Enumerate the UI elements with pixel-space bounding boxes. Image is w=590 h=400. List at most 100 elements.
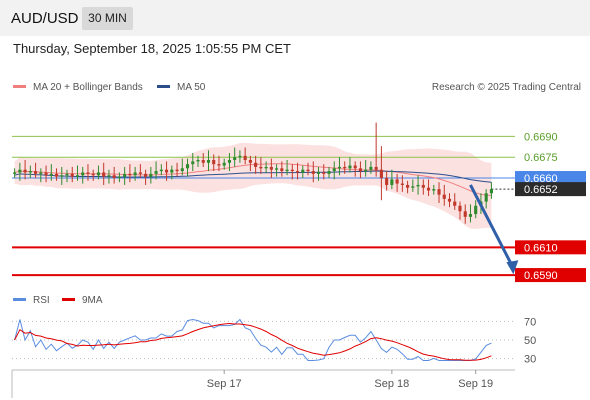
candle-body [458,205,462,212]
candle-body [400,183,404,185]
legend-swatch-ma20 [13,85,26,88]
legend-swatch-ma50 [157,85,170,88]
header-bar: AUD/USD 30 MIN [0,0,590,36]
legend-label-ma20: MA 20 + Bollinger Bands [33,82,143,93]
credit-text: Research © 2025 Trading Central [432,82,581,93]
candle-body [102,172,106,177]
candle-body [306,169,310,172]
candle-body [107,175,111,177]
candle-body [406,184,410,188]
candle-body [337,166,342,169]
last-price-label: 0.6652 [524,184,558,196]
symbol-title: AUD/USD [11,10,79,27]
candle-body [285,169,289,172]
candle-body [54,173,59,177]
candle-body [395,179,399,184]
candle-body [154,171,158,174]
level-tag-0-6610 [515,240,586,255]
candle-body [201,160,205,163]
candle-body [474,205,478,215]
candle-body [275,168,279,170]
candle-body [180,168,184,172]
rsi-level-label-50: 50 [524,335,536,347]
rsi-legend-swatch-ma9 [62,298,75,301]
candle-body [133,172,137,176]
level-tag-0-6660 [515,171,586,186]
candle-body [332,168,336,172]
candle-body [185,164,190,169]
candle-body [374,166,378,170]
candle-body [243,155,247,160]
candle-body [447,198,452,202]
candle-body [489,189,493,194]
candle-body [128,173,132,176]
candle-body [91,173,95,176]
candle-body [301,169,305,173]
candle-body [327,171,331,174]
candle-body [206,160,211,163]
x-tick-label: Sep 19 [458,378,493,390]
candle-body [49,173,53,176]
candle-body [44,172,48,176]
candle-body [254,162,258,167]
candle-body [343,166,347,169]
level-label-0-6690: 0.6690 [524,131,558,143]
candle-body [358,168,363,172]
candle-body [75,175,80,177]
level-label-0-6610: 0.6610 [524,242,558,254]
candle-body [13,172,17,174]
candle-body [123,173,127,177]
candle-body [364,169,368,172]
candle-body [259,166,263,169]
timeframe-button[interactable]: 30 MIN [82,7,133,30]
candle-body [322,172,326,174]
candle-body [280,168,284,172]
candle-body [164,169,169,173]
level-label-0-6590: 0.6590 [524,270,558,282]
candle-body [411,186,415,188]
candle-body [269,166,273,170]
candle-body [28,171,32,173]
candle-body [390,179,394,185]
candle-body [385,178,389,185]
candle-body [175,169,179,172]
bollinger-bands [14,142,492,229]
last-price-tag [515,182,586,197]
level-label-0-6675: 0.6675 [524,152,558,164]
candle-body [484,193,488,202]
candle-body [316,172,321,174]
candle-body [437,189,441,195]
candle-body [144,173,148,177]
level-label-0-6660: 0.6660 [524,173,558,185]
candle-body [348,165,352,169]
candle-body [290,169,294,172]
candle-body [295,171,300,173]
candle-body [426,187,431,191]
legend-label-ma50: MA 50 [177,82,206,93]
candle-body [39,172,43,174]
candle-body [453,201,457,206]
candle-body [233,157,237,160]
candle-body [432,189,436,191]
candle-body [379,169,383,179]
candle-body [138,172,142,174]
candle-body [65,173,69,176]
candle-body [112,175,116,179]
ma20-line [14,163,492,196]
candle-body [421,184,425,188]
candle-body [18,169,22,173]
x-tick-label: Sep 17 [207,378,242,390]
candle-body [212,160,216,165]
candle-body [70,173,74,177]
forecast-arrow-shaft [469,184,514,267]
candle-body [416,184,420,187]
candle-body [60,175,64,177]
candle-body [86,172,90,174]
candle-body [196,160,200,162]
chart-datetime: Thursday, September 18, 2025 1:05:55 PM … [13,41,291,56]
candle-body [468,214,473,217]
candle-body [34,171,38,174]
candle-body [96,172,101,176]
level-tag-0-6590 [515,268,586,283]
